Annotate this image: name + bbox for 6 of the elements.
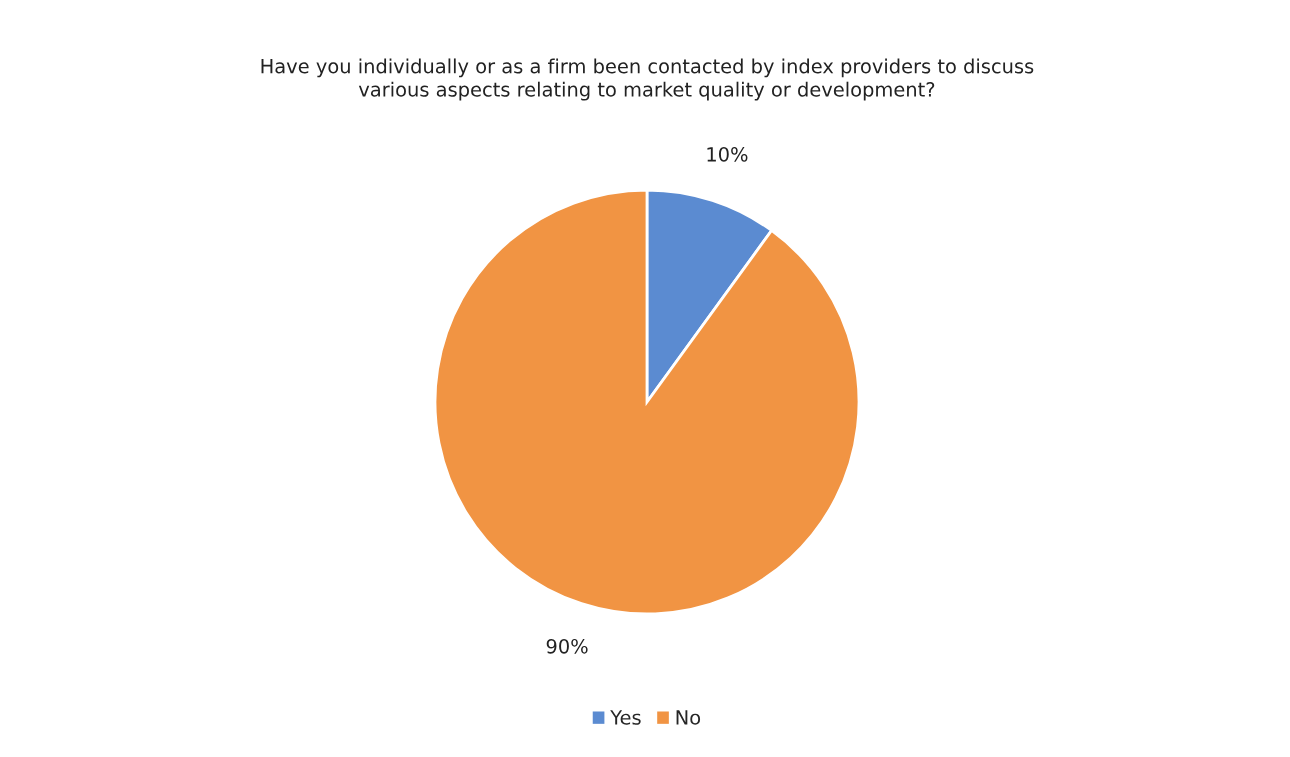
legend-label: No [676,710,701,725]
data-label: 90% [546,638,588,654]
legend-label: Yes [610,710,641,725]
data-label: 10% [707,146,748,162]
chart-title: Have you individually or as a firm been contacted by index providers to discuss various aspects relating to market quality or development? [261,58,1034,101]
pie-slice [433,188,861,616]
